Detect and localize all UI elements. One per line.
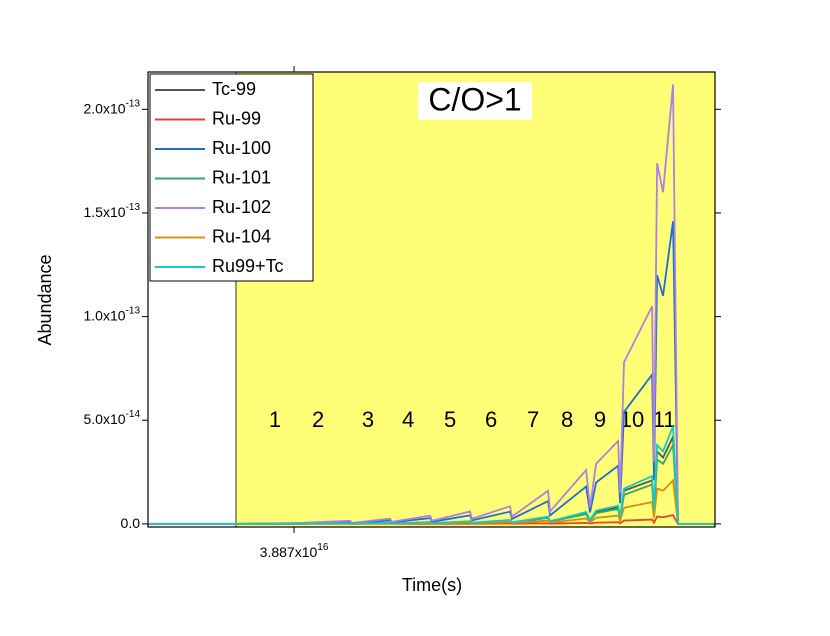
y-axis-label: Abundance <box>35 254 55 345</box>
y-tick-label: 5.0x10-14 <box>84 409 141 427</box>
series-line <box>148 84 715 525</box>
x-axis-label: Time(s) <box>402 575 462 595</box>
y-tick-label-base: 1.5x10 <box>84 204 126 220</box>
y-tick-label-exponent: -13 <box>126 305 141 316</box>
legend-label: Ru-99 <box>212 108 261 128</box>
y-tick-label-base: 1.0x10 <box>84 307 126 323</box>
y-tick-label-exponent: -14 <box>126 409 141 420</box>
y-tick-label: 1.0x10-13 <box>84 305 141 323</box>
annotation: 1 <box>269 407 281 432</box>
region-label-bg <box>418 82 532 120</box>
y-tick-label: 1.5x10-13 <box>84 202 141 220</box>
x-tick-label: 3.887x1016 <box>260 542 329 560</box>
highlight-region <box>235 72 715 527</box>
y-tick-label-exponent: -13 <box>126 98 141 109</box>
plot-area <box>235 72 715 527</box>
legend-label: Ru-102 <box>212 197 271 217</box>
plot-frame <box>147 71 716 528</box>
legend-label: Tc-99 <box>212 79 256 99</box>
annotation: 8 <box>561 407 573 432</box>
annotation: 7 <box>527 407 539 432</box>
y-tick-label-base: 5.0x10 <box>84 411 126 427</box>
y-tick-label-base: 2.0x10 <box>84 100 126 116</box>
annotation: 2 <box>312 407 324 432</box>
annotation: 3 <box>362 407 374 432</box>
y-tick-label-exponent: -13 <box>126 202 141 213</box>
x-tick-label-base: 3.887x10 <box>260 544 318 560</box>
legend-label: Ru99+Tc <box>212 256 284 276</box>
legend: Tc-99 Ru-99 Ru-100 Ru-101 Ru-102 Ru-104 Ru99+T… <box>149 73 314 282</box>
y-tick-label: 2.0x10-13 <box>84 98 141 116</box>
annotation: 6 <box>485 407 497 432</box>
annotation: 9 <box>594 407 606 432</box>
legend-label: Ru-100 <box>212 138 271 158</box>
annotation: 4 <box>402 407 414 432</box>
region-label: C/O>1 <box>428 81 521 117</box>
x-tick-label-exponent: 16 <box>317 542 329 553</box>
y-tick-label-base: 0.0 <box>121 515 141 531</box>
annotation: 11 <box>653 407 676 432</box>
legend-label: Ru-101 <box>212 167 271 187</box>
series-line <box>148 426 715 525</box>
annotation: 5 <box>444 407 456 432</box>
y-tick-label: 0.0 <box>121 515 141 531</box>
legend-label: Ru-104 <box>212 226 271 246</box>
